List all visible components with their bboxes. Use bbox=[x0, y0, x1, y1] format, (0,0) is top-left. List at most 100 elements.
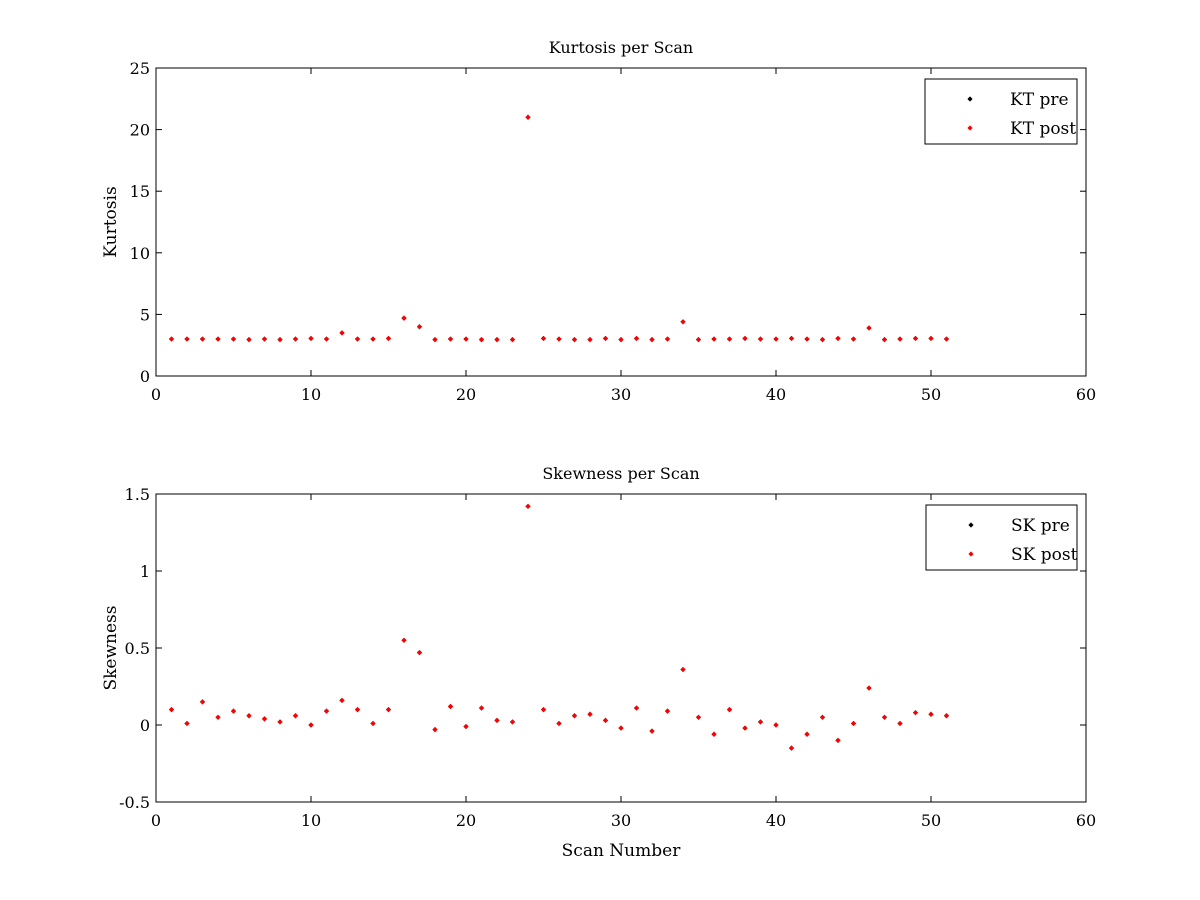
data-point bbox=[742, 725, 748, 731]
legend: KT pre KT post bbox=[924, 78, 1078, 145]
y-tick-label: 0 bbox=[140, 716, 150, 735]
data-point bbox=[943, 713, 950, 719]
y-tick-label: 0 bbox=[140, 367, 150, 386]
x-tick-label: 50 bbox=[921, 811, 941, 830]
data-point bbox=[246, 713, 252, 719]
series-post bbox=[168, 114, 950, 343]
data-point bbox=[261, 716, 268, 722]
data-point bbox=[540, 335, 547, 342]
x-tick-label: 20 bbox=[456, 385, 476, 404]
x-axis-label: Scan Number bbox=[562, 841, 682, 861]
data-point bbox=[261, 336, 268, 342]
data-point bbox=[168, 336, 175, 342]
data-point bbox=[664, 708, 671, 714]
data-point bbox=[478, 337, 485, 343]
series-pre bbox=[168, 503, 950, 751]
data-point bbox=[804, 336, 810, 342]
legend-box bbox=[924, 78, 1078, 145]
data-point bbox=[447, 336, 454, 342]
data-point bbox=[525, 503, 531, 509]
data-point bbox=[804, 731, 810, 737]
data-point bbox=[788, 335, 795, 342]
data-point bbox=[618, 725, 624, 731]
data-point bbox=[742, 335, 748, 342]
data-point bbox=[292, 336, 299, 342]
data-point bbox=[850, 336, 857, 342]
y-tick-label: 20 bbox=[130, 121, 150, 140]
data-point bbox=[432, 727, 438, 733]
legend-marker bbox=[968, 522, 974, 528]
data-point bbox=[354, 336, 361, 342]
y-tick-label: 0.5 bbox=[125, 639, 150, 658]
data-point bbox=[602, 717, 609, 723]
data-point bbox=[587, 337, 593, 343]
data-point bbox=[525, 114, 531, 120]
x-tick-label: 0 bbox=[151, 811, 161, 830]
x-tick-label: 10 bbox=[301, 811, 321, 830]
data-point bbox=[943, 336, 950, 342]
data-point bbox=[649, 337, 655, 343]
data-point bbox=[773, 722, 779, 728]
data-point bbox=[246, 337, 252, 343]
legend-entry: SK pre bbox=[1011, 516, 1070, 536]
x-tick-label: 60 bbox=[1076, 811, 1096, 830]
data-point bbox=[509, 719, 516, 725]
data-point bbox=[401, 315, 407, 321]
data-point bbox=[680, 319, 686, 325]
y-tick-label: 25 bbox=[130, 59, 150, 78]
data-point bbox=[215, 336, 221, 342]
data-point bbox=[323, 708, 330, 714]
data-point bbox=[912, 710, 919, 716]
data-point bbox=[928, 335, 934, 342]
legend-marker bbox=[967, 125, 973, 131]
data-point bbox=[819, 337, 826, 343]
data-point bbox=[370, 336, 376, 342]
data-point bbox=[494, 337, 500, 343]
data-point bbox=[184, 336, 190, 342]
chart-title: Kurtosis per Scan bbox=[549, 38, 693, 57]
data-point bbox=[726, 707, 733, 713]
data-point bbox=[556, 720, 562, 727]
x-tick-label: 40 bbox=[766, 811, 786, 830]
data-point bbox=[695, 714, 702, 720]
data-point bbox=[835, 737, 841, 743]
data-point bbox=[912, 335, 919, 342]
x-tick-label: 40 bbox=[766, 385, 786, 404]
data-point bbox=[230, 336, 237, 342]
data-point bbox=[277, 337, 283, 343]
data-point bbox=[788, 745, 795, 751]
data-point bbox=[881, 337, 888, 343]
data-point bbox=[711, 336, 717, 342]
legend-marker bbox=[967, 96, 973, 102]
x-tick-label: 30 bbox=[611, 385, 631, 404]
data-point bbox=[928, 711, 934, 717]
data-point bbox=[354, 707, 361, 713]
y-tick-label: 1 bbox=[140, 562, 150, 581]
data-point bbox=[571, 337, 578, 343]
data-point bbox=[571, 713, 578, 719]
data-point bbox=[339, 330, 345, 336]
data-point bbox=[416, 324, 423, 330]
data-point bbox=[416, 650, 423, 656]
data-point bbox=[370, 720, 376, 727]
data-point bbox=[850, 720, 857, 727]
data-point bbox=[168, 707, 175, 713]
data-point bbox=[757, 719, 764, 725]
legend-entry: KT post bbox=[1010, 119, 1076, 139]
data-point bbox=[463, 723, 469, 730]
data-point bbox=[432, 337, 438, 343]
data-point bbox=[726, 336, 733, 342]
data-point bbox=[494, 717, 500, 723]
y-tick-label: -0.5 bbox=[119, 793, 150, 812]
data-point bbox=[215, 714, 221, 720]
data-point bbox=[587, 711, 593, 717]
data-point bbox=[463, 336, 469, 342]
data-point bbox=[199, 699, 206, 705]
data-point bbox=[835, 335, 841, 342]
y-tick-label: 5 bbox=[140, 305, 150, 324]
data-point bbox=[447, 703, 454, 710]
data-point bbox=[230, 708, 237, 714]
data-point bbox=[199, 336, 206, 342]
